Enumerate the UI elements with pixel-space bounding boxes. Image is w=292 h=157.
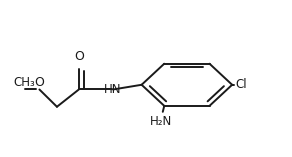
Text: H₂N: H₂N [150,115,172,128]
Text: HN: HN [104,83,121,96]
Text: O: O [74,50,84,63]
Text: Cl: Cl [236,78,247,91]
Text: O: O [34,76,44,89]
Text: CH₃: CH₃ [13,76,35,89]
